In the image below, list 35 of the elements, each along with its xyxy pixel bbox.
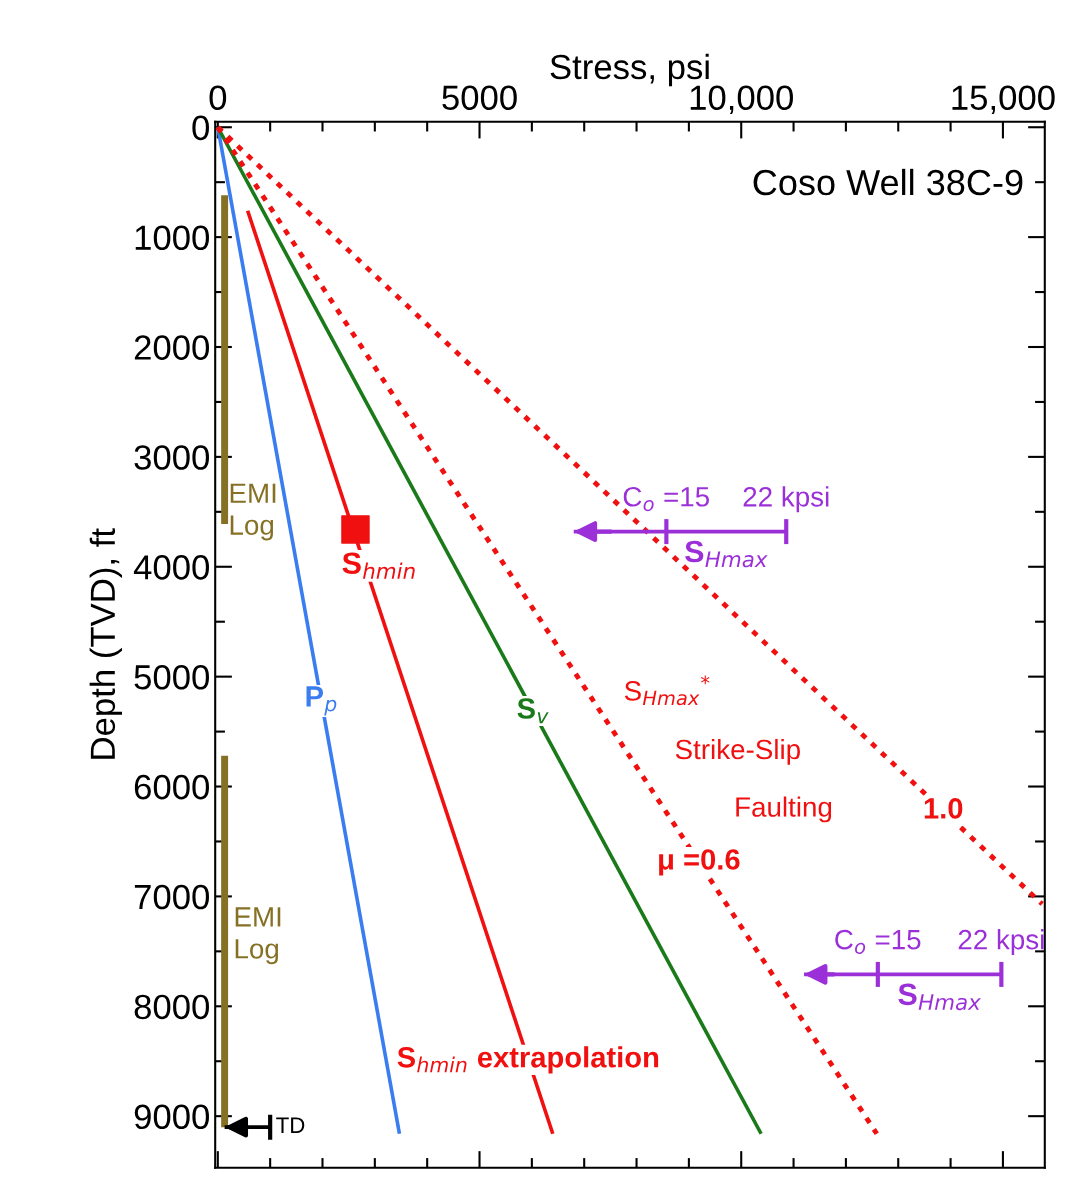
series-label: 1.0 <box>924 798 963 819</box>
annotation: Faulting <box>736 796 832 823</box>
series-label: S$_{v}$ <box>517 698 549 724</box>
x-tick-label: 10,000 <box>690 85 793 115</box>
annotation: C$_{o}$ =15 <box>835 929 921 954</box>
y-axis-title: Depth (TVD), ft <box>89 528 122 759</box>
legend-label: S$_{Hmax}$ <box>685 540 768 568</box>
y-tick-label: 7000 <box>134 884 209 910</box>
y-tick-label: 2000 <box>134 335 209 360</box>
annotation: S$_{Hmax}$$^{*}$ <box>624 675 710 706</box>
annotation: EMI Log <box>235 907 281 965</box>
y-tick-label: 5000 <box>134 664 209 690</box>
y-tick-label: 8000 <box>134 994 209 1020</box>
series-label: TD <box>276 1117 305 1133</box>
annotation: Strike-Slip <box>675 738 800 765</box>
y-tick-label: 9000 <box>134 1104 209 1130</box>
series-label: S$_{hmin}$ extrapolation <box>397 1046 659 1074</box>
y-tick-label: 3000 <box>134 445 209 470</box>
y-tick-label: 4000 <box>133 555 209 580</box>
x-tick-label: 5000 <box>442 85 517 111</box>
series-label: S$_{hmin}$ <box>342 552 415 579</box>
annotation: 22 kpsi <box>958 929 1044 955</box>
series-label: μ =0.6 <box>659 849 740 876</box>
y-tick-label: 1000 <box>135 225 209 251</box>
annotation: C$_{o}$ =15 <box>623 486 709 512</box>
y-tick-label: 6000 <box>134 774 209 800</box>
annotation: EMI Log <box>230 483 276 541</box>
x-axis-title: Stress, psi <box>550 53 709 87</box>
x-tick-label: 0 <box>209 85 227 111</box>
annotation: Coso Well 38C-9 <box>753 168 1023 196</box>
y-tick-label: 0 <box>192 115 209 141</box>
x-tick-label: 15,000 <box>952 85 1055 115</box>
annotation: 22 kpsi <box>743 486 829 513</box>
legend-label: S$_{Hmax}$ <box>898 983 981 1011</box>
series-label: P$_{p}$ <box>306 686 337 716</box>
